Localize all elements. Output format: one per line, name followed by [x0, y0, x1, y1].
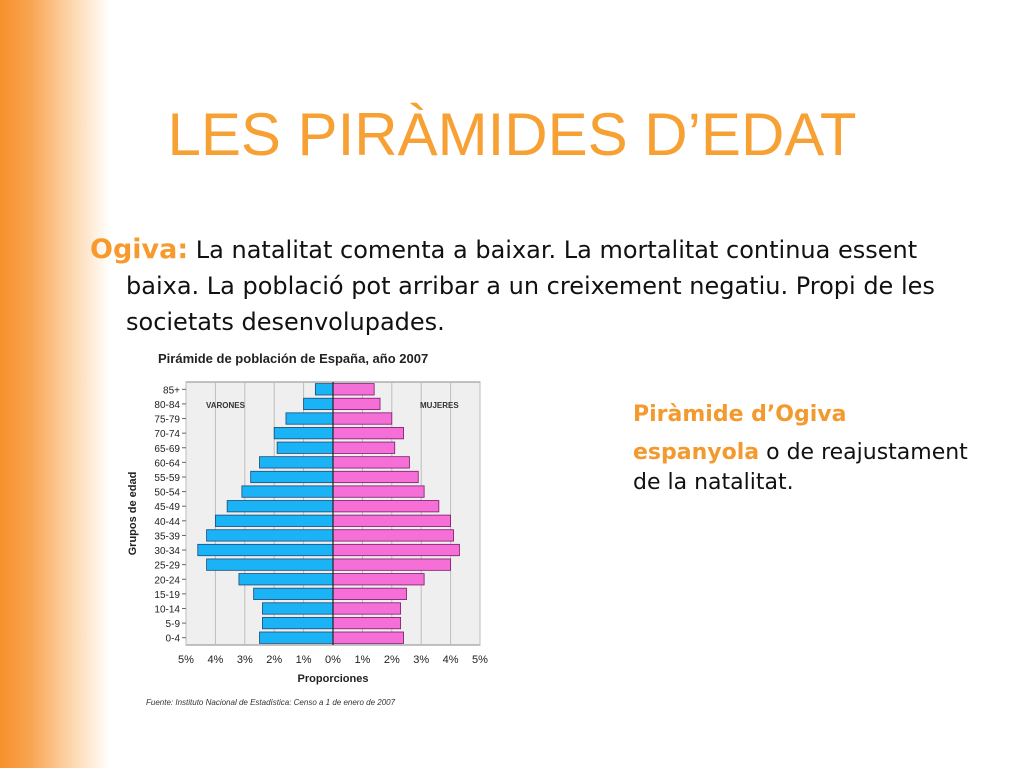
y-tick-label: 15-19: [154, 590, 180, 601]
y-tick-label: 55-59: [154, 473, 180, 484]
bar-female: [332, 397, 381, 411]
bar-female: [332, 441, 396, 454]
y-tick-label: 25-29: [154, 561, 180, 572]
x-tick-label: 0%: [325, 654, 341, 666]
x-tick-label: 2%: [266, 654, 282, 666]
bar-female: [332, 573, 425, 586]
y-tick-label: 5-9: [166, 619, 181, 630]
x-tick-label: 2%: [384, 654, 400, 666]
y-tick-label: 50-54: [154, 488, 180, 499]
bar-female: [332, 587, 407, 600]
bar-male: [259, 631, 334, 644]
description-paragraph: Ogiva: La natalitat comenta a baixar. La…: [90, 232, 986, 340]
bar-male: [314, 383, 334, 396]
bar-male: [241, 485, 334, 498]
y-tick-label: 75-79: [154, 415, 180, 426]
x-tick-label: 5%: [472, 654, 488, 666]
bar-male: [262, 616, 334, 630]
y-tick-label: 80-84: [154, 400, 180, 411]
y-tick-label: 30-34: [154, 546, 180, 557]
y-tick-label: 40-44: [154, 517, 180, 528]
x-tick-label: 4%: [443, 654, 459, 666]
chart-title: Pirámide de población de España, año 200…: [158, 351, 428, 366]
bar-male: [206, 529, 334, 542]
x-axis-label: Proporciones: [298, 673, 369, 685]
bar-female: [332, 383, 375, 396]
bar-male: [250, 470, 334, 484]
y-tick-label: 70-74: [154, 429, 180, 440]
pyramid-caption: Piràmide d’Ogiva espanyola o de reajusta…: [633, 400, 993, 498]
bar-male: [285, 412, 334, 425]
bar-male: [226, 500, 334, 513]
y-tick-label: 10-14: [154, 604, 180, 615]
y-tick-label: 35-39: [154, 531, 180, 542]
population-pyramid-chart: Pirámide de población de España, año 200…: [127, 351, 488, 707]
bar-male: [253, 587, 334, 600]
bar-female: [332, 631, 404, 644]
bar-female: [332, 616, 402, 630]
bar-female: [332, 543, 460, 557]
chart-source: Fuente: Instituto Nacional de Estadístic…: [146, 698, 396, 707]
bar-male: [197, 543, 334, 557]
decorative-side-band: [0, 0, 110, 768]
bar-male: [238, 573, 334, 586]
x-tick-label: 3%: [237, 654, 253, 666]
y-tick-label: 65-69: [154, 444, 180, 455]
legend-female: MUJERES: [420, 401, 459, 410]
legend-male: VARONES: [206, 401, 246, 410]
bar-male: [215, 514, 334, 527]
x-tick-label: 1%: [296, 654, 312, 666]
y-axis-label: Grupos de edad: [127, 472, 139, 556]
caption-term: espanyola: [633, 440, 760, 465]
bar-male: [276, 441, 334, 454]
bar-male: [303, 397, 334, 411]
bar-male: [206, 558, 334, 571]
description-text: La natalitat comenta a baixar. La mortal…: [126, 236, 935, 336]
caption-rest: o de reajustament de la natalitat.: [633, 440, 968, 495]
y-tick-label: 60-64: [154, 458, 180, 469]
bar-female: [332, 427, 404, 440]
bar-female: [332, 602, 402, 615]
y-tick-label: 20-24: [154, 575, 180, 586]
bar-female: [332, 514, 451, 527]
bar-female: [332, 456, 410, 469]
y-tick-label: 0-4: [166, 634, 181, 645]
bar-female: [332, 500, 440, 513]
bar-male: [273, 427, 334, 440]
bar-female: [332, 470, 419, 484]
x-tick-label: 5%: [178, 654, 194, 666]
y-tick-label: 85+: [163, 385, 180, 396]
bar-male: [259, 456, 334, 469]
term-ogiva: Ogiva:: [90, 234, 189, 265]
x-tick-label: 4%: [207, 654, 223, 666]
slide-title: LES PIRÀMIDES D’EDAT: [167, 101, 857, 168]
bar-male: [262, 602, 334, 615]
y-tick-label: 45-49: [154, 502, 180, 513]
bar-female: [332, 412, 393, 425]
bar-female: [332, 485, 425, 498]
x-tick-label: 1%: [354, 654, 370, 666]
bar-female: [332, 558, 451, 571]
x-tick-label: 3%: [413, 654, 429, 666]
caption-title: Piràmide d’Ogiva: [633, 402, 847, 427]
bar-female: [332, 529, 454, 542]
